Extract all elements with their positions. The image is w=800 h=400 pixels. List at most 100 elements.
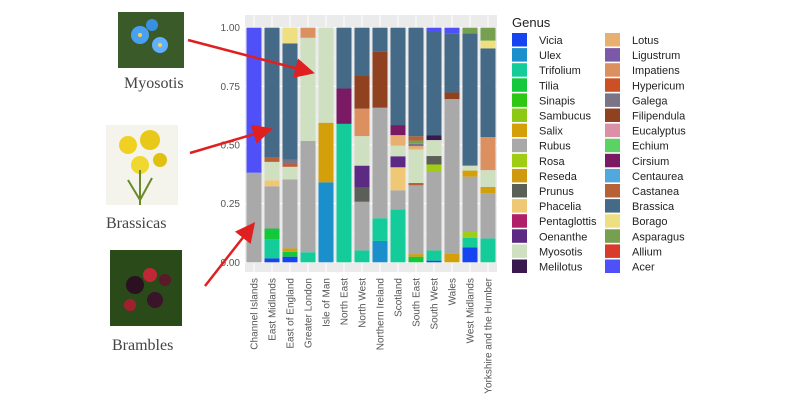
bar-segment-rubus [426,171,442,251]
bar-segment-phacelia [264,180,280,187]
legend-swatch [605,229,620,243]
bar-segment-brassica [462,33,478,166]
x-tick-label: Yorkshire and the Humber [484,277,495,393]
bar-segment-trifolium [300,252,316,263]
arrow-myosotis [187,38,315,78]
bar-segment-melilotus [426,135,442,141]
bar-segment-salix [462,170,478,177]
legend-item-castanea: Castanea [605,184,680,198]
legend-item-sambucus: Sambucus [512,108,591,123]
legend-item-phacelia: Phacelia [512,199,582,213]
y-tick-label: 1.00 [221,23,241,34]
bar-segment-brassica [390,27,406,126]
bar-segment-salix [408,254,424,257]
brambles-photo [110,250,182,326]
legend-item-prunus: Prunus [512,184,574,198]
bar-segment-castanea [264,157,280,162]
legend-label: Oenanthe [539,231,587,243]
annotation-label-brassicas: Brassicas [106,215,166,232]
bar-segment-brassica [426,30,442,136]
legend-item-sinapis: Sinapis [512,93,576,107]
legend-label: Tilia [539,80,560,92]
legend-label: Galega [632,95,668,107]
arrow-brassicas [189,124,273,155]
legend-label: Rosa [539,156,566,168]
legend-item-echium: Echium [605,138,669,153]
bar-segment-impatiens [354,108,370,137]
bar-segment-prunus [426,156,442,165]
legend-label: Rubus [539,141,571,153]
bar-segment-rosa [426,164,442,172]
legend-item-eucalyptus: Eucalyptus [605,123,686,138]
bar-segment-impatiens [480,137,496,171]
legend-label: Allium [632,246,662,258]
x-tick-label: East Midlands [268,278,279,341]
legend-swatch [605,214,620,228]
legend-item-asparagus: Asparagus [605,229,685,243]
bar-segment-filipendula [372,51,388,108]
bar-segment-borago [480,40,496,49]
bar-segment-rosa [462,232,478,238]
bar-segment-rubus [354,201,370,251]
bar-segment-filipendula [354,75,370,109]
annotation-label-brambles: Brambles [112,337,173,354]
x-tick-label: Scotland [394,278,405,317]
bar-segment-filipendula [444,92,460,100]
legend-label: Lotus [632,35,659,47]
legend-item-allium: Allium [605,244,662,258]
y-tick-label: 0.75 [221,82,241,93]
bar-segment-lotus [408,146,424,150]
legend-label: Pentaglottis [539,216,597,228]
x-tick-label: West Midlands [466,278,477,343]
bar-segment-asparagus [408,140,424,144]
legend-label: Ligustrum [632,50,680,62]
legend-swatch [605,63,620,77]
bar-segment-myosotis [318,27,334,123]
bar-segment-salix [480,186,496,194]
legend-swatch [605,184,620,198]
legend-swatch [605,168,620,183]
bar-segment-salix [444,253,460,263]
legend-item-melilotus: Melilotus [512,259,583,274]
bar-segment-brassica [444,33,460,93]
legend-swatch [605,123,620,138]
x-tick-label: East of England [286,278,297,349]
legend-label: Phacelia [539,201,582,213]
legend-item-brassica: Brassica [605,199,675,213]
bar-segment-oenanthe [390,156,406,168]
legend-label: Centaurea [632,171,684,183]
bar-segment-trifolium [336,123,352,263]
bar-segment-myosotis [300,37,316,142]
bar-segment-prunus [354,187,370,202]
legend-swatch [512,259,527,273]
legend-label: Asparagus [632,231,685,243]
bar-segment-myosotis [480,170,496,187]
x-tick-label: South East [412,278,423,327]
bar-segment-myosotis [390,145,406,157]
bar-segment-brassica [372,27,388,52]
bar-segment-acer [426,27,442,31]
bar-segment-cirsium [336,88,352,124]
bar-segment-tilia [282,251,298,257]
legend-item-hypericum: Hypericum [605,78,685,92]
legend-swatch [605,138,620,153]
y-tick-label: 0.50 [221,141,241,152]
legend-label: Prunus [539,186,574,198]
legend-label: Impatiens [632,65,680,77]
x-tick-label: North West [358,278,369,328]
bar-segment-galega [408,143,424,147]
bar-segment-myosotis [426,140,442,157]
bar-segment-tilia [408,256,424,263]
legend-label: Ulex [539,50,562,62]
legend-item-ulex: Ulex [512,48,562,62]
bar-segment-impatiens [300,27,316,38]
legend-item-trifolium: Trifolium [512,63,581,77]
x-tick-label: Channel Islands [250,278,261,350]
legend-label: Hypericum [632,80,685,92]
legend-label: Echium [632,141,669,153]
bar-segment-trifolium [462,237,478,248]
legend-item-rubus: Rubus [512,138,571,153]
x-tick-label: Isle of Man [322,278,333,327]
legend-label: Acer [632,262,655,274]
bar-segment-oenanthe [354,165,370,188]
